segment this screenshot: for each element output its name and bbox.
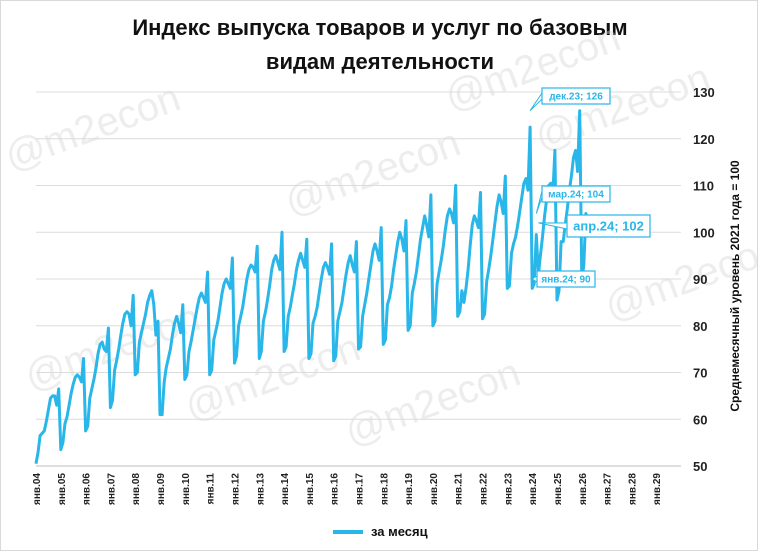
annotation-label: янв.24; 90 [541,275,591,286]
x-tick-label: янв.26 [578,473,589,505]
x-tick-label: янв.14 [280,473,291,505]
x-tick-label: янв.20 [429,473,440,505]
annotations: дек.23; 126 мар.24; 104 апр.24; 102 янв.24;… [529,87,651,288]
watermark-text: @m2econ [339,351,526,455]
legend: за месяц [333,524,428,539]
callout-pointer [529,91,543,112]
watermark-text: @m2econ [279,121,466,225]
legend-label: за месяц [371,524,428,539]
x-tick-label: янв.23 [503,473,514,505]
x-tick-label: янв.22 [479,473,490,505]
x-tick-label: янв.04 [32,473,43,505]
annotation-label: дек.23; 126 [549,92,603,103]
y-tick-label: 130 [693,85,715,100]
chart-title-line-2: видам деятельности [265,49,495,74]
x-tick-label: янв.19 [404,473,415,505]
watermark-text: @m2econ [1,76,186,180]
callout-box [566,214,651,238]
x-tick-label: янв.21 [454,473,465,505]
x-tick-label: янв.18 [379,473,390,505]
chart-title: Индекс выпуска товаров и услуг по базовы… [1,11,758,79]
callout-box [536,270,596,288]
y-tick-label: 120 [693,132,715,147]
x-tick-label: янв.29 [652,473,663,505]
x-axis: янв.04 янв.05 янв.06 янв.07 янв.08 янв.09 янв.… [32,465,681,505]
y-tick-label: 50 [693,459,707,474]
y-axis-label: Среднемесячный уровень 2021 года = 100 [728,160,742,412]
x-tick-label: янв.24 [528,473,539,505]
series-layer [34,109,590,464]
x-tick-label: янв.09 [156,473,167,505]
x-tick-label: янв.13 [255,473,266,505]
y-tick-label: 90 [693,272,707,287]
x-tick-label: янв.17 [355,473,366,505]
x-tick-label: янв.25 [553,473,564,505]
annotation-callout: янв.24; 90 [531,270,596,288]
x-tick-label: янв.11 [206,473,217,505]
annotation-callout: апр.24; 102 [538,214,651,238]
annotation-label: апр.24; 102 [573,219,644,234]
chart-title-line-1: Индекс выпуска товаров и услуг по базовы… [132,15,628,40]
x-tick-label: янв.15 [305,473,316,505]
y-tick-label: 80 [693,319,707,334]
annotation-label: мар.24; 104 [548,190,604,201]
x-tick-label: янв.27 [603,473,614,505]
x-tick-label: янв.10 [181,473,192,505]
x-tick-label: янв.08 [131,473,142,505]
callout-box [541,185,611,203]
x-tick-label: янв.07 [106,473,117,505]
series-line [34,109,590,464]
y-tick-label: 70 [693,366,707,381]
x-tick-label: янв.28 [627,473,638,505]
callout-box [541,87,611,105]
y-tick-label: 60 [693,412,707,427]
y-tick-label: 110 [693,179,714,194]
x-tick-label: янв.05 [57,473,68,505]
annotation-callout: дек.23; 126 [529,87,611,112]
x-tick-label: янв.16 [330,473,341,505]
callout-pointer [535,190,543,214]
y-axis: 50 60 70 80 90 100 110 120 130 [693,85,715,474]
annotation-callout: мар.24; 104 [535,185,611,214]
x-tick-label: янв.06 [82,473,93,505]
x-tick-label: янв.12 [230,473,241,505]
y-tick-label: 100 [693,225,715,240]
